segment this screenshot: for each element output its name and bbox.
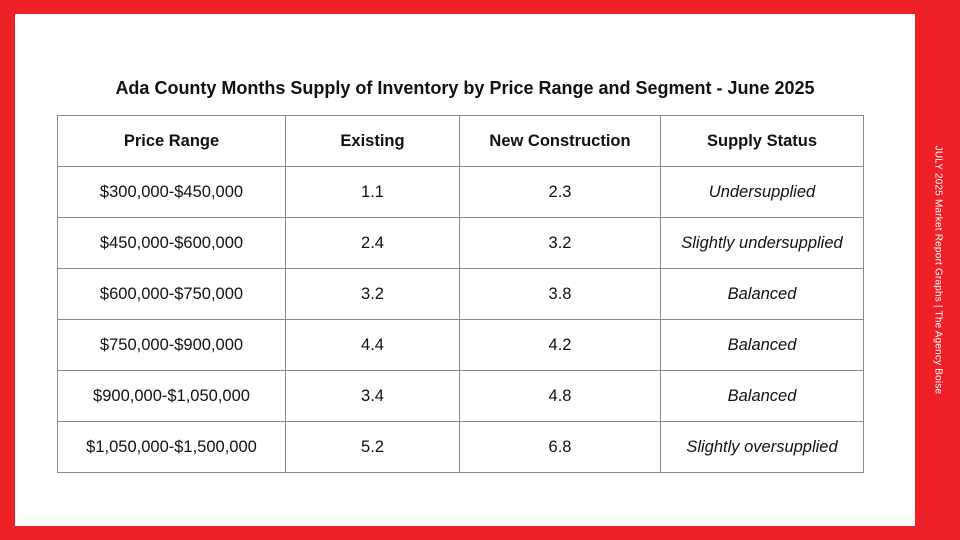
cell-price-range: $450,000-$600,000 <box>57 217 286 269</box>
cell-existing: 2.4 <box>285 217 460 269</box>
cell-existing: 3.2 <box>285 268 460 320</box>
cell-supply-status: Balanced <box>660 370 864 422</box>
header-existing: Existing <box>285 115 460 167</box>
cell-price-range: $900,000-$1,050,000 <box>57 370 286 422</box>
cell-price-range: $750,000-$900,000 <box>57 319 286 371</box>
table-row: $750,000-$900,000 4.4 4.2 Balanced <box>57 319 864 371</box>
cell-price-range: $1,050,000-$1,500,000 <box>57 421 286 473</box>
page-title: Ada County Months Supply of Inventory by… <box>115 78 815 98</box>
cell-existing: 5.2 <box>285 421 460 473</box>
cell-supply-status: Balanced <box>660 268 864 320</box>
cell-new-construction: 3.2 <box>459 217 661 269</box>
cell-supply-status: Slightly oversupplied <box>660 421 864 473</box>
header-supply-status: Supply Status <box>660 115 864 167</box>
cell-new-construction: 3.8 <box>459 268 661 320</box>
header-new-construction: New Construction <box>459 115 661 167</box>
cell-new-construction: 6.8 <box>459 421 661 473</box>
content-panel: Ada County Months Supply of Inventory by… <box>15 14 915 526</box>
table-header-row: Price Range Existing New Construction Su… <box>57 115 864 167</box>
side-footer-label: JULY 2025 Market Report Graphs | The Age… <box>932 145 944 395</box>
cell-new-construction: 4.2 <box>459 319 661 371</box>
cell-existing: 1.1 <box>285 166 460 218</box>
supply-table: Price Range Existing New Construction Su… <box>57 115 864 473</box>
cell-price-range: $300,000-$450,000 <box>57 166 286 218</box>
table-row: $300,000-$450,000 1.1 2.3 Undersupplied <box>57 166 864 218</box>
table-row: $1,050,000-$1,500,000 5.2 6.8 Slightly o… <box>57 421 864 473</box>
cell-new-construction: 4.8 <box>459 370 661 422</box>
cell-new-construction: 2.3 <box>459 166 661 218</box>
table-row: $600,000-$750,000 3.2 3.8 Balanced <box>57 268 864 320</box>
cell-supply-status: Undersupplied <box>660 166 864 218</box>
header-price-range: Price Range <box>57 115 286 167</box>
table-row: $900,000-$1,050,000 3.4 4.8 Balanced <box>57 370 864 422</box>
cell-existing: 3.4 <box>285 370 460 422</box>
cell-existing: 4.4 <box>285 319 460 371</box>
cell-price-range: $600,000-$750,000 <box>57 268 286 320</box>
cell-supply-status: Slightly undersupplied <box>660 217 864 269</box>
table-row: $450,000-$600,000 2.4 3.2 Slightly under… <box>57 217 864 269</box>
cell-supply-status: Balanced <box>660 319 864 371</box>
